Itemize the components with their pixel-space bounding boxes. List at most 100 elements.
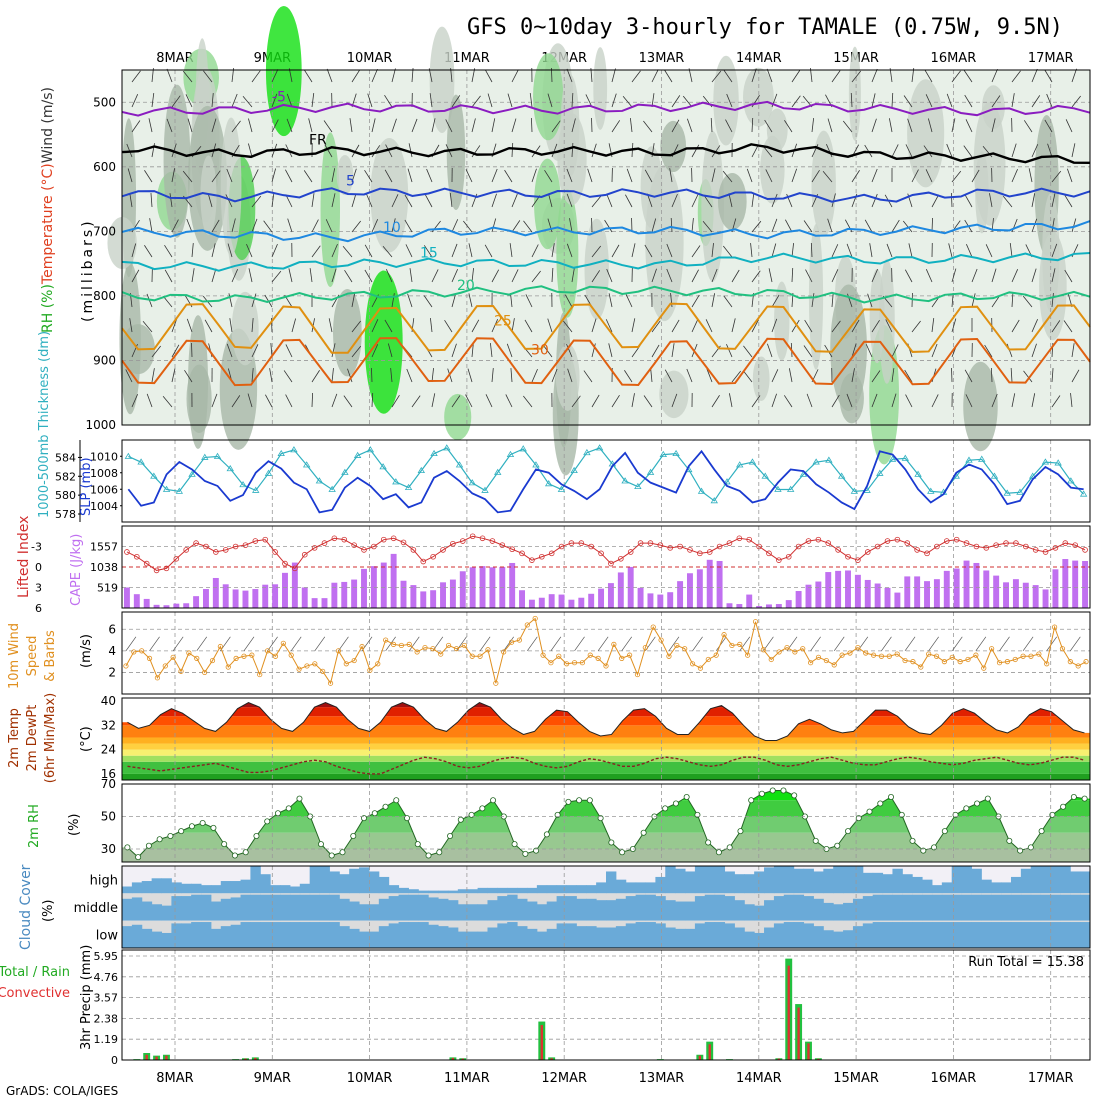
cloud-bar-middle	[289, 894, 301, 921]
cloud-bar-middle	[151, 904, 163, 921]
wind-barb-10m	[975, 636, 987, 652]
li-marker	[193, 540, 199, 546]
day-label-bottom: 10MAR	[347, 1071, 393, 1086]
cloud-bar-middle	[408, 894, 419, 921]
page-title: GFS 0~10day 3-hourly for TAMALE (0.75W, …	[467, 15, 1063, 40]
cloud-bar-low	[171, 923, 182, 948]
wind-barb	[344, 269, 353, 283]
li-marker	[301, 551, 308, 558]
cape-bar	[262, 584, 269, 608]
wind-barb	[902, 220, 913, 233]
isotherm-label: 30	[531, 342, 549, 358]
wind-barb	[551, 143, 558, 158]
cloud-bar-high	[783, 866, 795, 894]
cloud-bar-middle	[398, 894, 409, 921]
cloud-bar-high	[546, 885, 558, 894]
cloud-bar-high	[803, 868, 814, 894]
cloud-bar-high	[408, 889, 419, 894]
cloud-bar-low	[339, 926, 350, 948]
wind-ylabel-units: (m/s)	[79, 634, 94, 668]
precip-convective-bar	[145, 1054, 148, 1060]
cape-bar	[627, 566, 634, 608]
cloud-bar-middle	[428, 897, 439, 921]
precip-convective-bar	[540, 1025, 543, 1060]
wind-barb	[711, 168, 716, 183]
li-marker	[1003, 540, 1009, 546]
cloud-bar-middle	[615, 898, 627, 921]
wind-barb	[842, 120, 853, 133]
wind-barb	[611, 394, 620, 408]
wind-barb	[591, 195, 602, 208]
cloud-bar-low	[250, 922, 261, 948]
cape-bar	[667, 592, 674, 608]
profile-ytick: 500	[93, 95, 116, 109]
li-marker	[657, 542, 664, 548]
wind-barb	[366, 193, 373, 208]
wind-speed-marker	[792, 649, 798, 655]
rh-marker	[543, 831, 550, 838]
wind-barb	[611, 68, 616, 83]
cloud-bar-middle	[536, 904, 548, 921]
wind-speed-marker	[469, 653, 475, 659]
wind-speed-line	[125, 617, 1087, 685]
rh-band	[122, 849, 1090, 862]
cloud-bar-middle	[507, 894, 518, 921]
wind-barb	[429, 93, 433, 108]
cloud-bar-low	[497, 923, 508, 948]
wind-speed-marker	[965, 656, 971, 663]
cloud-bar-middle	[1070, 894, 1081, 921]
wind-barb	[125, 369, 133, 383]
wind-barb	[551, 268, 554, 283]
cloud-bar-middle	[655, 896, 666, 921]
li-marker	[687, 547, 693, 553]
cloud-bar-middle	[191, 894, 202, 921]
rh-marker	[242, 849, 249, 856]
wind-barb	[811, 169, 820, 183]
cloud-bar-middle	[171, 896, 182, 921]
wind-speed-marker	[981, 665, 987, 671]
cloud-bar-high	[566, 885, 577, 894]
wind-barb	[171, 168, 175, 183]
li-marker	[726, 540, 733, 546]
temp-band	[122, 749, 1090, 756]
wind-barb	[511, 269, 519, 283]
cloud-bar-middle	[378, 898, 390, 921]
cloud-bar-low	[161, 932, 172, 948]
wind-speed-marker	[721, 632, 727, 638]
cape-bar	[400, 580, 407, 608]
wind-barb	[731, 370, 742, 383]
day-label-top: 14MAR	[736, 51, 782, 66]
wind-speed-marker	[453, 646, 460, 652]
wind-barb	[991, 393, 998, 408]
rh-marker	[586, 797, 593, 804]
wind-barb	[191, 342, 193, 358]
precip-convective-bar	[787, 965, 790, 1060]
wind-barb	[328, 318, 333, 333]
cloud-bar-middle	[694, 896, 706, 921]
cloud-bar-high	[872, 872, 884, 894]
wind-barb	[409, 268, 413, 283]
cape-bar	[617, 572, 624, 608]
wind-barb	[591, 143, 597, 158]
rh-marker	[888, 794, 895, 801]
cloud-bar-high	[378, 876, 390, 894]
wind-barb	[1031, 268, 1037, 283]
wind-barb	[371, 219, 379, 233]
wind-barb	[671, 95, 681, 108]
cloud-bar-low	[536, 931, 548, 948]
wind-barb	[751, 144, 759, 158]
li-marker	[746, 536, 753, 543]
cloud-bar-high	[1050, 866, 1061, 894]
thickness-marker	[532, 461, 540, 468]
li-marker	[637, 540, 644, 546]
wind-barb	[1031, 193, 1036, 208]
cloud-bar-low	[823, 930, 834, 948]
wind-barb	[227, 243, 233, 258]
cloud-bar-high	[477, 887, 488, 894]
precip-convective-bar	[550, 1058, 553, 1060]
day-label-bottom: 13MAR	[639, 1071, 685, 1086]
wind-barb-10m	[125, 636, 137, 652]
rh-marker	[124, 844, 131, 851]
wind-speed-marker	[194, 655, 200, 661]
cloud-bar-middle	[368, 904, 380, 921]
